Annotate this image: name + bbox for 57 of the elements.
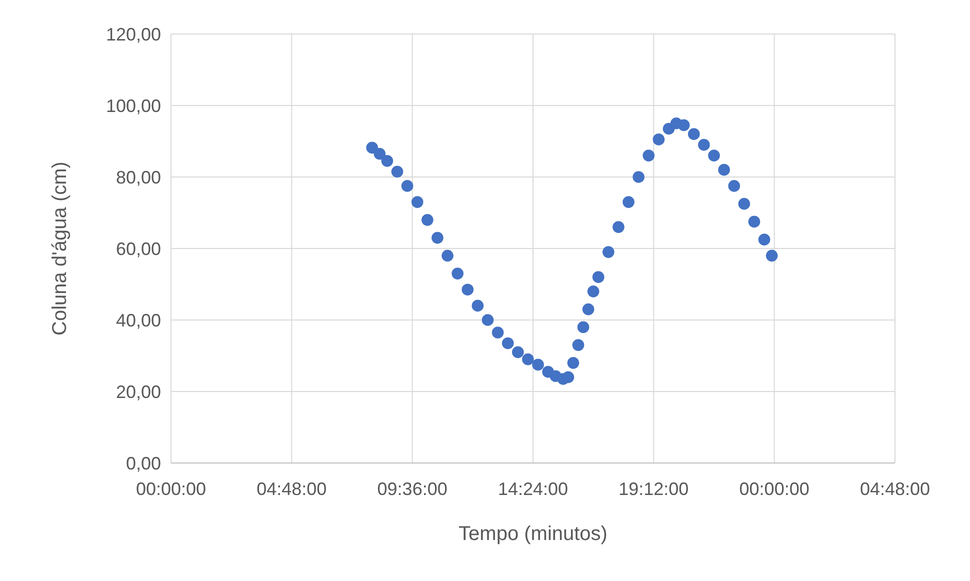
point bbox=[374, 148, 386, 160]
point bbox=[401, 180, 414, 192]
point bbox=[366, 142, 378, 154]
x-tick-label: 19:12:00 bbox=[618, 479, 689, 499]
y-tick-label: 40,00 bbox=[116, 310, 161, 330]
point bbox=[391, 166, 404, 178]
y-tick-label: 0,00 bbox=[126, 453, 161, 474]
x-tick-label: 00:00:00 bbox=[136, 479, 206, 499]
point bbox=[698, 138, 710, 151]
point bbox=[592, 271, 604, 284]
point bbox=[766, 250, 778, 262]
point bbox=[612, 221, 624, 233]
x-tick-label: 04:48:00 bbox=[860, 479, 930, 499]
point bbox=[708, 150, 720, 162]
point bbox=[728, 180, 740, 192]
y-tick-label: 120,00 bbox=[106, 24, 161, 44]
point bbox=[482, 314, 494, 326]
point bbox=[738, 198, 750, 210]
y-tick-label: 80,00 bbox=[116, 167, 161, 188]
point bbox=[522, 353, 534, 366]
x-tick-label: 00:00:00 bbox=[739, 479, 810, 499]
x-axis-title: Tempo (minutos) bbox=[458, 523, 608, 545]
x-tick-label: 04:48:00 bbox=[256, 479, 327, 499]
point bbox=[512, 346, 524, 358]
point bbox=[652, 134, 665, 146]
point bbox=[642, 150, 655, 162]
y-tick-label: 20,00 bbox=[116, 382, 161, 402]
point bbox=[622, 196, 634, 208]
point bbox=[678, 119, 690, 132]
point bbox=[502, 337, 514, 350]
point bbox=[572, 339, 584, 351]
point bbox=[688, 128, 700, 140]
point bbox=[587, 285, 600, 298]
point bbox=[577, 321, 590, 334]
point bbox=[582, 303, 594, 316]
point bbox=[492, 326, 504, 338]
y-axis-title: Coluna d'água (cm) bbox=[49, 162, 71, 336]
y-tick-label: 100,00 bbox=[106, 96, 161, 116]
point bbox=[422, 214, 434, 226]
y-tick-label: 60,00 bbox=[116, 238, 161, 259]
point bbox=[602, 246, 614, 258]
point bbox=[562, 371, 574, 384]
point bbox=[532, 358, 544, 371]
point bbox=[442, 250, 454, 262]
point bbox=[758, 234, 770, 246]
point bbox=[462, 284, 474, 296]
point bbox=[432, 232, 444, 244]
point bbox=[472, 300, 484, 312]
x-tick-label: 09:36:00 bbox=[377, 479, 448, 499]
point bbox=[411, 196, 424, 208]
point bbox=[748, 216, 760, 228]
point bbox=[718, 164, 730, 176]
point bbox=[632, 171, 644, 183]
x-tick-label: 14:24:00 bbox=[498, 479, 568, 499]
point bbox=[452, 268, 464, 280]
point bbox=[567, 356, 580, 369]
point bbox=[381, 155, 394, 167]
